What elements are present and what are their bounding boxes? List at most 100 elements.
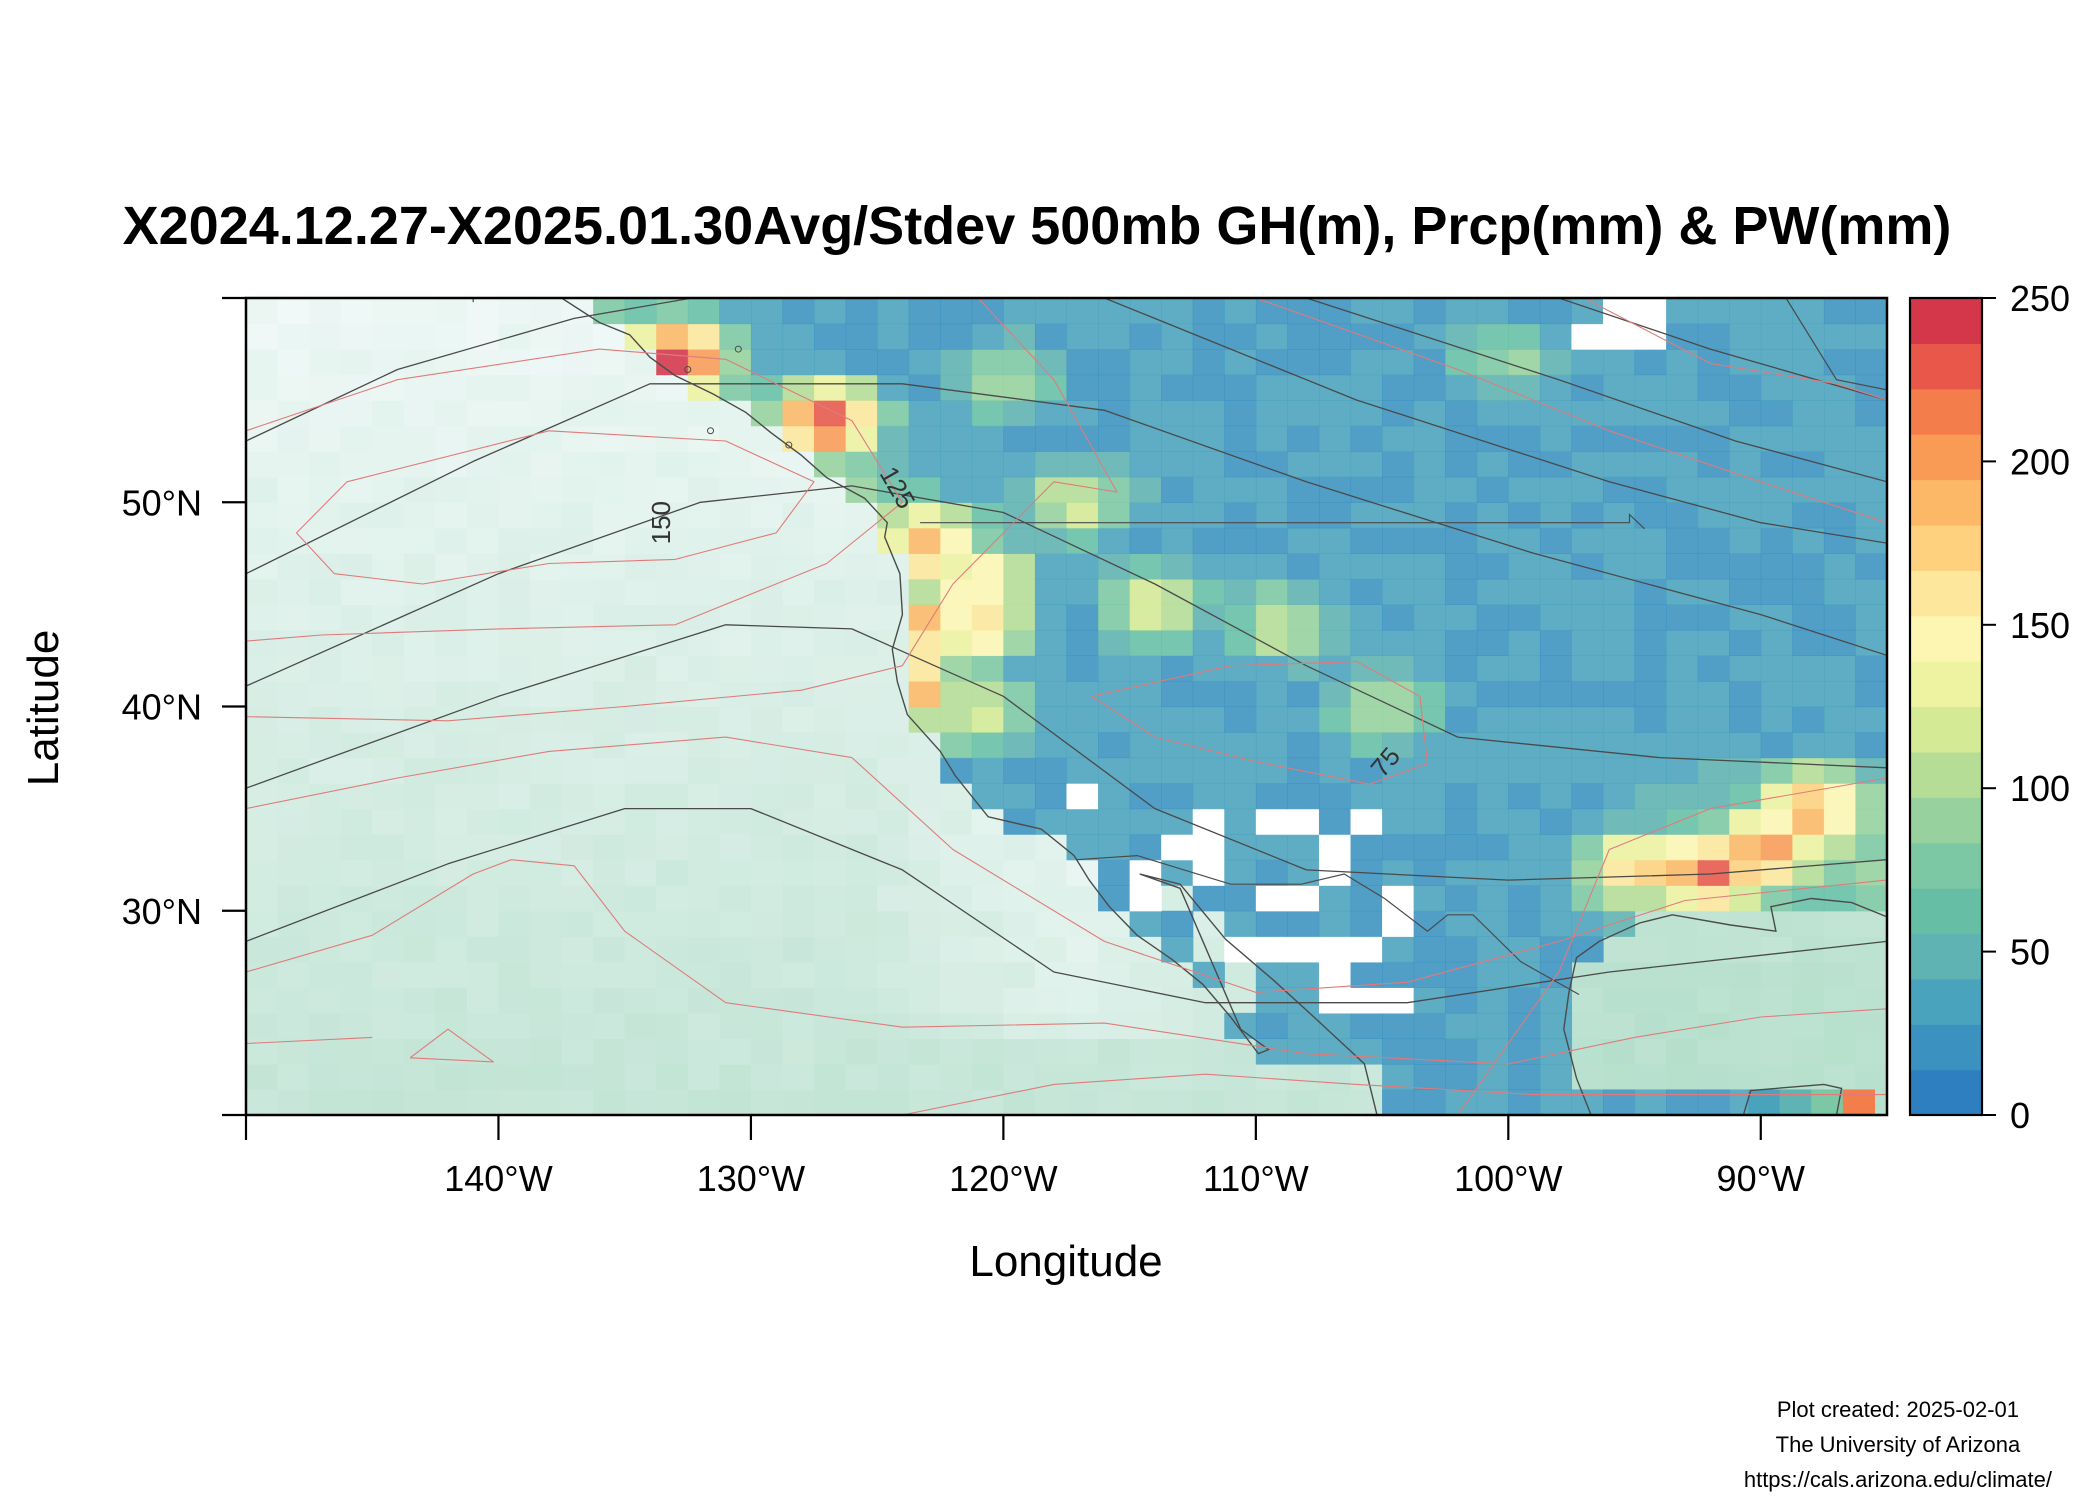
precip-cell: [1192, 783, 1225, 810]
precip-cell: [1823, 374, 1857, 401]
stdev-contour: [1583, 298, 1887, 401]
pw-cell: [1792, 1038, 1825, 1065]
pw-cell: [624, 1038, 657, 1065]
precip-cell: [1823, 680, 1857, 708]
precip-cell: [1066, 553, 1099, 580]
pw-cell: [1066, 1012, 1099, 1040]
precip-cell: [1224, 885, 1257, 912]
pw-cell: [719, 578, 752, 605]
pw-cell: [277, 1012, 310, 1040]
pw-cell: [656, 604, 689, 631]
y-tick-label: 30°N: [122, 891, 202, 932]
pw-cell: [719, 732, 752, 759]
precip-cell: [1602, 425, 1636, 452]
stdev-contour: [409, 1028, 494, 1063]
precip-cell: [1255, 783, 1289, 810]
precip-cell: [1129, 655, 1162, 682]
precip-cell: [814, 298, 847, 325]
pw-cell: [309, 349, 342, 376]
pw-cell: [687, 527, 720, 554]
precip-cell: [908, 451, 941, 478]
x-axis-label: Longitude: [969, 1237, 1162, 1286]
precip-cell: [1823, 732, 1857, 759]
pw-cell: [498, 502, 531, 529]
precip-cell: [1318, 349, 1352, 376]
precip-cell: [940, 553, 973, 580]
precip-cell: [1508, 706, 1541, 733]
pw-cell: [309, 578, 342, 605]
precip-cell: [1350, 961, 1383, 988]
pw-cell: [1161, 1089, 1194, 1115]
pw-cell: [877, 885, 910, 912]
pw-cell: [877, 936, 910, 963]
precip-cell: [1760, 476, 1793, 503]
precip-cell: [1350, 783, 1383, 810]
precip-cell: [1571, 732, 1604, 759]
pw-cell: [782, 502, 815, 529]
pw-cell: [1098, 910, 1131, 937]
precip-cell: [1382, 298, 1415, 325]
pw-cell: [940, 834, 973, 861]
pw-cell: [1571, 1012, 1604, 1040]
precip-cell: [1571, 476, 1604, 503]
precip-cell: [1539, 349, 1573, 376]
precip-cell: [1318, 374, 1352, 401]
precip-cell: [971, 349, 1004, 376]
pw-cell: [624, 425, 657, 452]
precip-cell: [1350, 757, 1383, 784]
pw-cell: [656, 1038, 689, 1065]
precip-cell: [719, 374, 752, 401]
pw-cell: [1034, 936, 1068, 963]
precip-cell: [1602, 885, 1636, 912]
precip-cell: [1255, 553, 1289, 580]
precip-cell: [1792, 451, 1825, 478]
pw-cell: [782, 808, 815, 835]
precip-cell: [1255, 374, 1289, 401]
x-tick-label: 120°W: [949, 1158, 1057, 1199]
pw-cell: [466, 604, 500, 631]
pw-cell: [593, 834, 626, 861]
precip-cell: [1476, 1012, 1509, 1040]
pw-cell: [435, 808, 468, 835]
precip-cell: [1666, 783, 1699, 810]
pw-cell: [372, 349, 405, 376]
pw-cell: [845, 808, 878, 835]
pw-cell: [971, 834, 1004, 861]
precip-cell: [1476, 298, 1509, 325]
precip-cell: [624, 298, 657, 325]
pw-cell: [593, 1012, 626, 1040]
pw-cell: [877, 1089, 910, 1115]
precip-cell: [1445, 859, 1478, 886]
precip-cell: [877, 476, 910, 503]
pw-cell: [1602, 961, 1636, 988]
dry-cell: [1382, 987, 1415, 1014]
pw-cell: [403, 808, 436, 835]
stdev-contour: [1255, 298, 1887, 524]
precip-cell: [1634, 349, 1667, 376]
ocean-pw-cells: [246, 298, 1887, 1115]
pw-cell: [782, 1038, 815, 1065]
precip-cell: [940, 527, 973, 554]
precip-cell: [1255, 757, 1289, 784]
precip-cell: [1003, 349, 1036, 376]
pw-cell: [372, 451, 405, 478]
precip-cell: [1034, 323, 1068, 350]
precip-cell: [1539, 553, 1573, 580]
pw-cell: [656, 757, 689, 784]
precip-cell: [1729, 374, 1762, 401]
precip-cell: [1287, 834, 1320, 861]
precip-cell: [1792, 578, 1825, 605]
pw-cell: [687, 553, 720, 580]
pw-cell: [750, 1038, 784, 1065]
precip-cell: [1823, 502, 1857, 529]
precip-cell: [1445, 298, 1478, 325]
pw-cell: [908, 732, 941, 759]
dry-cell: [1224, 936, 1257, 963]
pw-cell: [309, 604, 342, 631]
precip-cell: [1413, 425, 1446, 452]
precip-cell: [1571, 885, 1604, 912]
precip-cell: [1413, 834, 1446, 861]
hudson-coast: [1785, 298, 1887, 391]
pw-cell: [498, 936, 531, 963]
pw-cell: [1066, 1063, 1099, 1091]
